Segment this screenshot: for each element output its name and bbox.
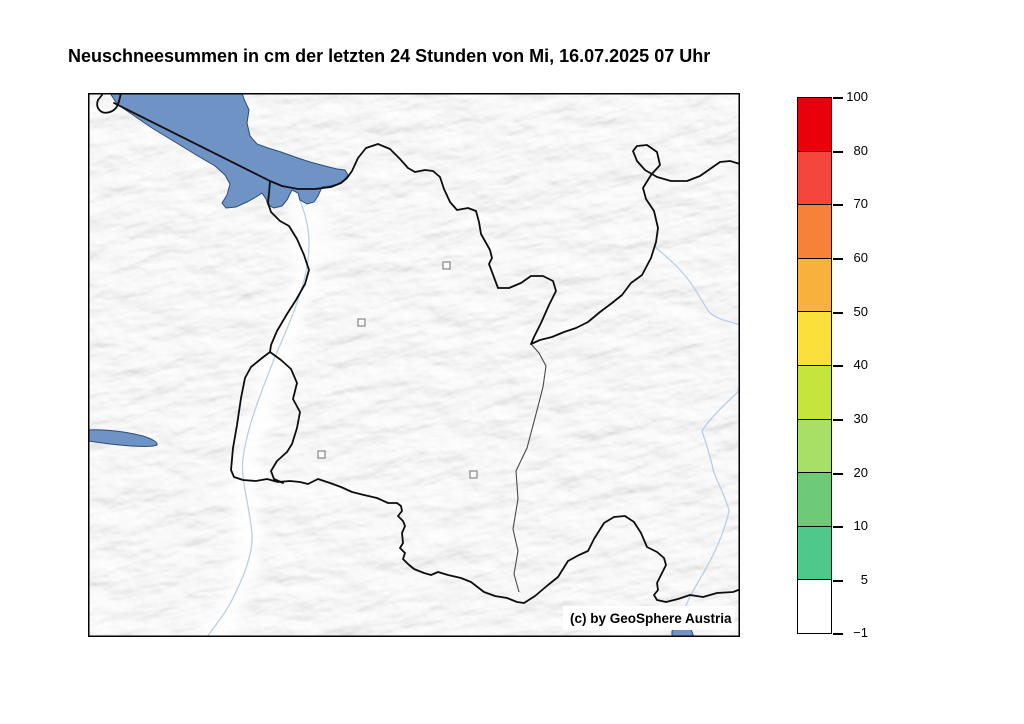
colorbar-tick [833, 204, 843, 206]
colorbar-label-10: 10 [853, 518, 868, 533]
colorbar-label-100: 100 [846, 89, 868, 104]
colorbar-segment-60-70 [798, 204, 831, 258]
lake-constance [109, 93, 349, 209]
district-border [512, 343, 547, 593]
colorbar-tick [833, 151, 843, 153]
colorbar-segment-5-10 [798, 525, 831, 580]
terrain-map: (c) by GeoSphere Austria [88, 93, 740, 637]
colorbar-segment-30-40 [798, 364, 831, 419]
lake-west [88, 429, 158, 448]
colorbar-label-40: 40 [853, 357, 868, 372]
station-marker [357, 318, 366, 327]
colorbar-tick [833, 365, 843, 367]
copyright-box [563, 606, 735, 630]
colorbar-label-50: 50 [853, 304, 868, 319]
station-marker [442, 261, 451, 270]
colorbar-tick [833, 312, 843, 314]
colorbar-tick [833, 419, 843, 421]
colorbar-segment-20-30 [798, 418, 831, 473]
colorbar-segment-40-50 [798, 311, 831, 365]
colorbar-segment-50-60 [798, 257, 831, 312]
station-marker [469, 470, 478, 479]
colorbar [797, 97, 832, 634]
colorbar-tick [833, 473, 843, 475]
river-east [677, 389, 740, 630]
colorbar-tick [833, 258, 843, 260]
colorbar-tick [833, 526, 843, 528]
station-marker [317, 450, 326, 459]
border-corner-hook [96, 93, 122, 114]
colorbar-tick [833, 97, 843, 99]
station-markers [317, 261, 478, 479]
colorbar-segment-min-5 [798, 579, 831, 633]
river-northeast [653, 245, 740, 326]
border-liechtenstein-east [269, 351, 301, 484]
colorbar-label-20: 20 [853, 465, 868, 480]
hillshade-terrain [88, 93, 740, 637]
border-north-germany [113, 102, 740, 345]
colorbar-label-minus1: −1 [853, 625, 868, 640]
colorbar-segment-10-20 [798, 472, 831, 526]
colorbar-label-5: 5 [860, 572, 868, 587]
colorbar-label-30: 30 [853, 411, 868, 426]
colorbar-segment-70-80 [798, 150, 831, 205]
copyright-text: (c) by GeoSphere Austria [570, 611, 732, 626]
map-frame [88, 93, 740, 637]
colorbar-tick [833, 633, 843, 635]
river-rhine [206, 197, 310, 637]
colorbar-label-60: 60 [853, 250, 868, 265]
colorbar-label-70: 70 [853, 196, 868, 211]
colorbar-label-80: 80 [853, 143, 868, 158]
colorbar-tick [833, 580, 843, 582]
page-title: Neuschneesummen in cm der letzten 24 Stu… [68, 46, 711, 66]
rivers [206, 197, 740, 637]
border-west-south [230, 180, 740, 604]
colorbar-segment-80-100 [798, 98, 831, 151]
